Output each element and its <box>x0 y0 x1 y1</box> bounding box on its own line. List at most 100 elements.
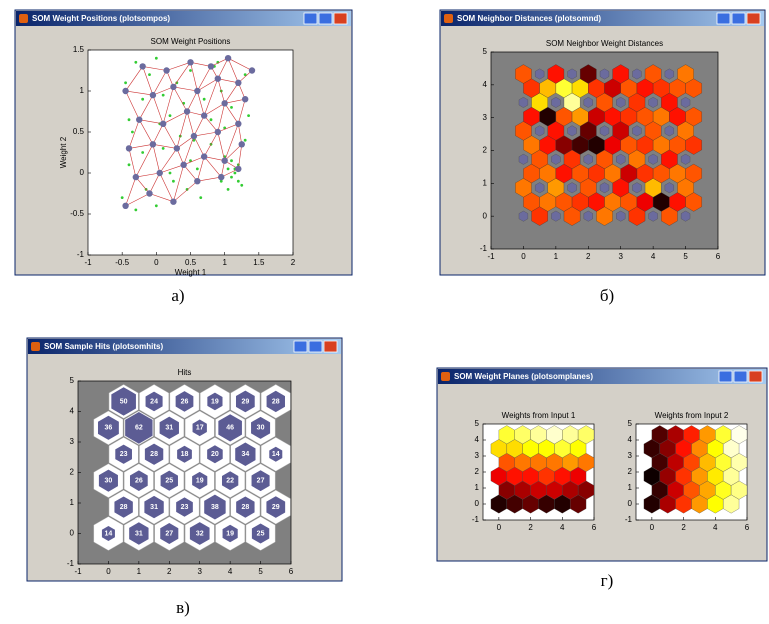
close-button[interactable] <box>746 12 761 25</box>
data-point <box>199 196 203 200</box>
x-tick-label: 3 <box>197 567 202 576</box>
x-tick-label: 2 <box>167 567 172 576</box>
y-tick-label: 0.5 <box>73 127 85 136</box>
hit-hex <box>145 391 163 412</box>
app-icon <box>19 14 28 23</box>
hit-count: 62 <box>135 425 143 432</box>
neuron <box>248 67 256 74</box>
maximize-button[interactable] <box>318 12 333 25</box>
neuron-link <box>162 123 178 149</box>
hit-count: 34 <box>241 451 249 458</box>
neuron-link <box>193 135 205 157</box>
neuron-link <box>142 66 167 71</box>
neuron <box>551 210 561 222</box>
neuron-link <box>142 66 154 96</box>
neuron <box>194 178 201 185</box>
hit-count: 28 <box>272 398 280 405</box>
x-tick-label: -1 <box>84 258 92 267</box>
x-tick-label: 0 <box>154 258 159 267</box>
x-tick-label: 3 <box>618 252 623 261</box>
hit-count: 50 <box>120 398 128 405</box>
y-tick-label: 5 <box>483 47 488 56</box>
maximize-button[interactable] <box>308 340 323 353</box>
hit-hex <box>236 496 255 518</box>
hit-hex <box>160 470 178 491</box>
neuron <box>173 145 181 152</box>
x-tick-label: 6 <box>289 567 294 576</box>
neuron-link <box>238 144 243 169</box>
neuron <box>518 153 529 165</box>
neuron-link <box>183 135 195 165</box>
neuron-link <box>217 78 225 104</box>
minimize-button[interactable] <box>716 12 731 25</box>
hit-hex <box>251 523 270 544</box>
neuron-link <box>197 176 222 182</box>
maximize-button[interactable] <box>731 12 746 25</box>
neuron-link <box>138 94 154 120</box>
minimize-button[interactable] <box>293 340 308 353</box>
hit-hex <box>129 522 149 545</box>
x-tick-label: 2 <box>681 523 686 532</box>
neuron-link <box>173 180 198 202</box>
maximize-button[interactable] <box>733 370 748 383</box>
distance-cell <box>547 64 565 84</box>
neuron-link <box>190 62 198 92</box>
hit-hex <box>235 442 256 466</box>
y-tick-label: 0 <box>475 499 480 508</box>
weight-hex <box>730 425 748 445</box>
neuron <box>632 125 642 137</box>
data-point <box>233 171 237 175</box>
close-button[interactable] <box>323 340 338 353</box>
y-tick-label: 2 <box>483 146 488 155</box>
hit-count: 23 <box>181 504 189 511</box>
neuron-link <box>193 131 218 137</box>
y-tick-label: 4 <box>475 435 480 444</box>
minimize-button[interactable] <box>718 370 733 383</box>
neuron-link <box>224 98 246 104</box>
chart-title: SOM Weight Positions <box>151 37 231 46</box>
neuron <box>632 68 642 80</box>
neuron <box>664 68 674 80</box>
close-button[interactable] <box>748 370 763 383</box>
hit-count: 30 <box>105 478 113 485</box>
y-tick-label: 2 <box>628 467 633 476</box>
data-point <box>148 73 151 76</box>
neuron-link <box>224 144 242 161</box>
y-tick-label: 3 <box>475 451 480 460</box>
neuron <box>132 173 140 181</box>
close-button[interactable] <box>333 12 348 25</box>
app-icon <box>444 14 453 23</box>
neuron-link <box>176 111 188 149</box>
hit-hex <box>111 387 136 416</box>
data-point <box>189 159 192 163</box>
neuron-link <box>128 119 140 149</box>
x-tick-label: 1.5 <box>253 258 265 267</box>
minimize-button[interactable] <box>303 12 318 25</box>
caption: а) <box>171 286 184 305</box>
distance-cell <box>515 64 532 84</box>
title-bar <box>16 11 351 26</box>
hit-count: 31 <box>135 530 143 537</box>
distance-cell <box>677 64 694 84</box>
hit-count: 14 <box>105 530 113 537</box>
neuron-link <box>176 135 195 149</box>
hit-count: 38 <box>211 504 219 511</box>
hit-hex <box>251 416 271 439</box>
neuron-link <box>186 111 195 137</box>
neuron-link <box>135 176 150 194</box>
neuron-link <box>173 164 184 202</box>
neuron-link <box>125 176 137 206</box>
hit-count: 25 <box>257 530 265 537</box>
x-tick-label: 1 <box>137 567 142 576</box>
neuron <box>183 108 191 115</box>
neuron-link <box>203 156 222 178</box>
caption: г) <box>601 571 614 590</box>
neuron <box>616 153 626 165</box>
neuron <box>518 210 529 222</box>
neuron-link <box>197 78 218 92</box>
x-tick-label: 5 <box>258 567 263 576</box>
neuron <box>680 153 691 165</box>
data-point <box>161 147 165 150</box>
neuron-link <box>139 119 164 125</box>
y-tick-label: 1.5 <box>73 45 85 54</box>
